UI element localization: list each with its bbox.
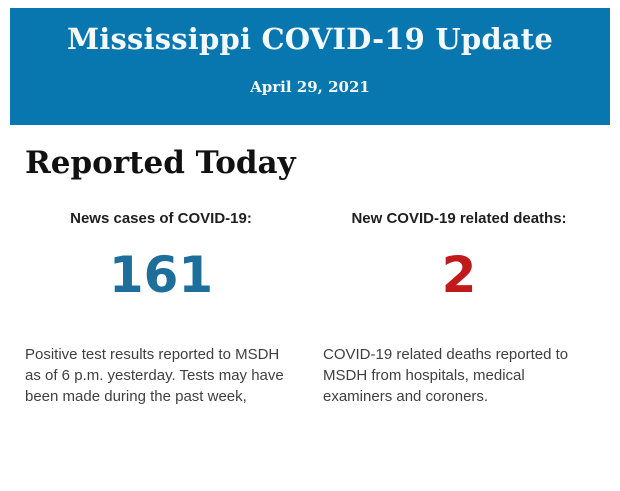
section-heading: Reported Today (25, 145, 296, 181)
page-title: Mississippi COVID-19 Update (66, 22, 554, 56)
main-content: Reported Today News cases of COVID-19: 1… (0, 145, 620, 422)
new-deaths-description: COVID-19 related deaths reported to MSDH… (323, 346, 569, 406)
new-cases-description: Positive test results reported to MSDH a… (25, 346, 284, 406)
stat-new-cases: News cases of COVID-19: 161 Positive tes… (25, 210, 297, 422)
new-deaths-label: New COVID-19 related deaths: (351, 210, 567, 228)
header-banner: Mississippi COVID-19 Update April 29, 20… (10, 8, 610, 125)
stat-new-deaths: New COVID-19 related deaths: 2 COVID-19 … (323, 210, 595, 422)
stats-row: News cases of COVID-19: 161 Positive tes… (25, 210, 595, 422)
new-cases-value: 161 (108, 246, 214, 305)
new-cases-label: News cases of COVID-19: (70, 210, 252, 228)
page: { "banner": { "title": "Mississippi COVI… (0, 8, 620, 491)
report-date: April 29, 2021 (250, 77, 370, 96)
new-deaths-value: 2 (441, 246, 477, 305)
